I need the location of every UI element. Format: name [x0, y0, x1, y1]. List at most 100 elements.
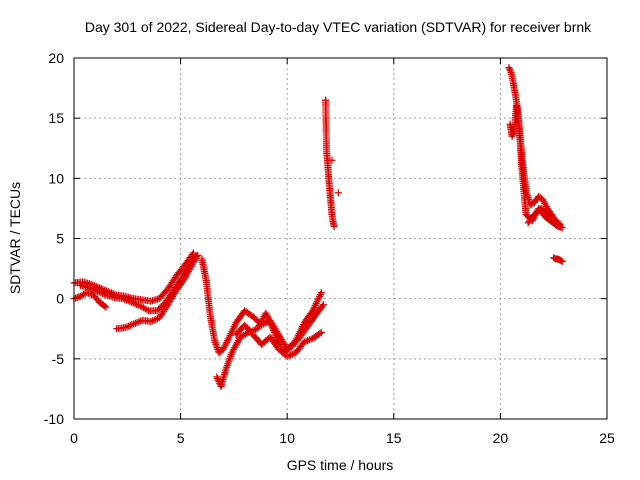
data-point: [273, 333, 281, 341]
data-point: [274, 337, 282, 345]
data-points: [70, 64, 566, 391]
data-point: [130, 320, 138, 328]
data-point: [121, 295, 129, 303]
data-point: [541, 199, 549, 207]
data-point: [223, 338, 231, 346]
data-point: [92, 287, 100, 295]
data-point: [558, 224, 566, 232]
data-point: [330, 222, 338, 230]
data-point: [129, 299, 137, 307]
data-point: [506, 67, 514, 75]
data-point: [505, 64, 513, 72]
y-tick-label: 5: [56, 231, 64, 247]
data-point: [307, 335, 315, 343]
data-point: [318, 302, 326, 310]
data-point: [75, 293, 83, 301]
data-point: [288, 350, 296, 358]
y-axis-label: SDTVAR / TECUs: [7, 182, 23, 294]
outlier-point: [322, 96, 330, 104]
data-point: [100, 290, 108, 298]
data-point: [135, 318, 143, 326]
y-tick-label: 0: [56, 291, 64, 307]
data-point: [126, 321, 134, 329]
data-point: [101, 302, 109, 310]
data-point: [317, 289, 325, 297]
data-point: [213, 342, 221, 350]
data-point: [189, 249, 197, 257]
data-point: [304, 337, 312, 345]
data-point: [86, 290, 94, 298]
data-point: [285, 352, 293, 360]
outlier-point: [328, 156, 336, 164]
data-point: [122, 296, 130, 304]
x-tick-label: 0: [70, 430, 78, 446]
data-point: [90, 286, 98, 294]
data-point: [93, 287, 101, 295]
data-point: [126, 298, 134, 306]
plot-frame: [73, 57, 608, 420]
data-point: [128, 321, 136, 329]
data-point: [73, 293, 81, 301]
data-point: [539, 196, 547, 204]
data-point: [220, 344, 228, 352]
data-point: [221, 342, 229, 350]
tick-labels: 0 5 10 15 20 25 -10 -5 0 5 10 15 20: [44, 50, 615, 446]
data-point: [152, 315, 160, 323]
data-point: [123, 323, 131, 331]
data-point: [319, 301, 327, 309]
y-tick-label: 10: [48, 170, 64, 186]
x-axis-label: GPS time / hours: [287, 457, 394, 473]
y-tick-label: 15: [48, 110, 64, 126]
data-point: [134, 301, 142, 309]
data-point: [99, 290, 107, 298]
data-point: [133, 300, 141, 308]
data-point: [270, 328, 278, 336]
data-point: [121, 324, 129, 332]
data-point: [128, 298, 136, 306]
chart-title: Day 301 of 2022, Sidereal Day-to-day VTE…: [85, 19, 592, 35]
data-point: [556, 220, 564, 228]
data-point: [300, 338, 308, 346]
data-point: [273, 335, 281, 343]
data-point: [211, 337, 219, 345]
data-point: [283, 352, 291, 360]
data-point: [272, 332, 280, 340]
data-point: [542, 201, 550, 209]
x-tick-label: 5: [177, 430, 185, 446]
data-point: [558, 257, 566, 265]
outlier-point: [334, 189, 342, 197]
data-point: [213, 373, 221, 381]
data-point: [150, 316, 158, 324]
data-point: [97, 289, 105, 297]
data-point: [102, 303, 110, 311]
data-point: [131, 300, 139, 308]
data-point: [147, 318, 155, 326]
data-point: [305, 336, 313, 344]
data-point: [125, 322, 133, 330]
data-point: [506, 65, 514, 73]
data-point: [219, 345, 227, 353]
data-point: [85, 284, 93, 292]
data-point: [212, 340, 220, 348]
data-point: [540, 198, 548, 206]
data-point: [271, 330, 279, 338]
data-point: [87, 285, 95, 293]
data-point: [124, 297, 132, 305]
data-point: [222, 340, 230, 348]
data-point: [557, 257, 565, 265]
data-point: [88, 285, 96, 293]
data-point: [316, 329, 324, 337]
data-point: [194, 251, 202, 259]
x-tick-label: 20: [493, 430, 509, 446]
data-point: [554, 219, 562, 227]
data-point: [148, 317, 156, 325]
data-point: [193, 253, 201, 261]
data-point: [95, 288, 103, 296]
data-point: [143, 306, 151, 314]
data-point: [211, 339, 219, 347]
data-point: [72, 294, 80, 302]
data-point: [317, 328, 325, 336]
x-tick-label: 15: [386, 430, 402, 446]
data-point: [287, 351, 295, 359]
